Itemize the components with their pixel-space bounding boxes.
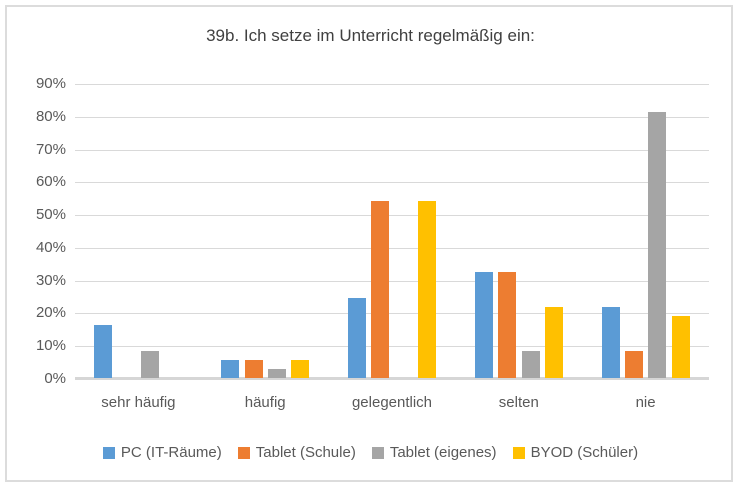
bar	[347, 298, 366, 378]
y-axis-tick-label: 90%	[35, 75, 66, 92]
gridline	[75, 84, 709, 85]
gridline	[75, 248, 709, 249]
gridline	[75, 313, 709, 314]
legend-item: PC (IT-Räume)	[102, 444, 222, 461]
y-axis-tick-label: 50%	[35, 206, 66, 224]
gridline	[75, 150, 709, 151]
plot-area	[75, 84, 709, 380]
bar	[371, 201, 390, 378]
x-axis-category-label: selten	[498, 394, 539, 411]
bar	[671, 316, 690, 378]
legend-swatch	[102, 446, 115, 459]
bar	[648, 112, 667, 378]
bar	[418, 201, 437, 378]
legend-label: Tablet (eigenes)	[389, 444, 497, 461]
legend-swatch	[237, 446, 250, 459]
y-axis-tick-label: 0%	[44, 370, 66, 387]
bar	[521, 351, 540, 378]
x-axis-category-label: nie	[635, 394, 656, 411]
x-axis-category-label: gelegentlich	[351, 394, 433, 411]
x-axis-category-label: häufig	[244, 394, 286, 411]
legend-label: PC (IT-Räume)	[120, 444, 222, 461]
bar	[624, 351, 643, 378]
bar	[244, 360, 263, 378]
bar	[544, 307, 563, 378]
bar	[267, 369, 286, 378]
bar	[474, 272, 493, 378]
bar	[141, 351, 160, 378]
y-axis-tick-label: 60%	[35, 173, 66, 191]
legend: PC (IT-Räume) Tablet (Schule) Tablet (eige…	[0, 444, 741, 461]
legend-swatch	[512, 446, 525, 459]
y-axis-tick-label: 80%	[35, 107, 66, 125]
gridline	[75, 117, 709, 118]
legend-label: BYOD (Schüler)	[530, 444, 639, 461]
y-axis-tick-label: 40%	[35, 238, 66, 256]
x-axis: sehr häufig häufig gelegentlich selten nie	[75, 394, 709, 416]
bar	[221, 360, 240, 378]
legend-swatch	[371, 446, 384, 459]
bar	[601, 307, 620, 378]
gridline	[75, 215, 709, 216]
x-axis-category-label: sehr häufig	[101, 394, 176, 411]
y-axis-tick-label: 30%	[35, 271, 66, 289]
bar	[291, 360, 310, 378]
legend-item: Tablet (Schule)	[237, 444, 356, 461]
x-axis-line	[75, 377, 709, 380]
gridline	[75, 346, 709, 347]
bar	[94, 325, 113, 378]
y-axis-tick-label: 10%	[35, 337, 66, 355]
y-axis-tick-label: 20%	[35, 304, 66, 322]
bar	[498, 272, 517, 378]
gridline	[75, 281, 709, 282]
legend-item: BYOD (Schüler)	[512, 444, 639, 461]
gridline	[75, 182, 709, 183]
y-axis-tick-label: 70%	[35, 140, 66, 158]
legend-label: Tablet (Schule)	[255, 444, 356, 461]
legend-item: Tablet (eigenes)	[371, 444, 497, 461]
chart-title: 39b. Ich setze im Unterricht regelmäßig …	[206, 26, 535, 45]
